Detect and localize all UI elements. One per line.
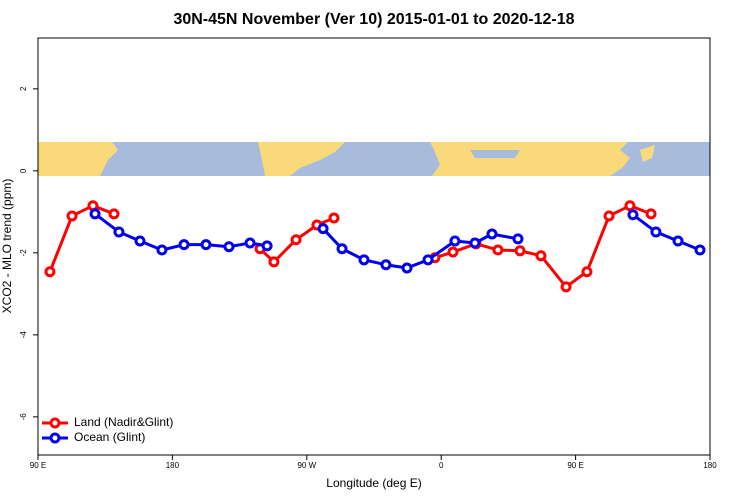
point	[422, 254, 434, 266]
point	[156, 244, 168, 256]
plot-frame	[37, 37, 711, 456]
series-line	[48, 204, 115, 273]
point	[469, 237, 481, 249]
point	[223, 241, 235, 253]
point	[261, 240, 273, 252]
point	[694, 244, 706, 256]
map-strip	[38, 142, 710, 176]
series-line	[434, 204, 652, 289]
point	[512, 233, 524, 245]
x-tick-label: 90 W	[297, 461, 316, 470]
legend-marker	[49, 432, 61, 444]
y-tick-label: 0	[19, 168, 28, 173]
point	[627, 209, 639, 221]
point	[108, 208, 120, 220]
legend-label: Ocean (Glint)	[74, 430, 145, 444]
point	[200, 239, 212, 251]
legend-label: Land (Nadir&Glint)	[74, 415, 173, 429]
x-tick-label: 180	[703, 461, 717, 470]
legend-marker	[49, 417, 61, 429]
point	[650, 226, 662, 238]
point	[449, 235, 461, 247]
point	[113, 226, 125, 238]
x-tick-label: 0	[439, 461, 444, 470]
point	[290, 234, 302, 246]
point	[624, 200, 636, 212]
point	[134, 235, 146, 247]
point	[66, 210, 78, 222]
y-tick-label: -4	[19, 331, 28, 339]
x-tick-label: 90 E	[567, 461, 583, 470]
x-tick-label: 180	[166, 461, 180, 470]
point	[89, 208, 101, 220]
point	[581, 266, 593, 278]
point	[447, 246, 459, 258]
point	[336, 243, 348, 255]
point	[535, 250, 547, 262]
chart-title: 30N-45N November (Ver 10) 2015-01-01 to …	[173, 11, 574, 28]
y-tick-label: 2	[19, 86, 28, 91]
series-line	[632, 213, 701, 252]
point	[514, 245, 526, 257]
point	[268, 256, 280, 268]
point	[317, 223, 329, 235]
y-axis-label: XCO2 - MLO trend (ppm)	[0, 179, 14, 314]
point	[380, 259, 392, 271]
point	[358, 254, 370, 266]
point	[178, 239, 190, 251]
point	[603, 210, 615, 222]
point	[328, 212, 340, 224]
point	[486, 228, 498, 240]
x-axis-label: Longitude (deg E)	[326, 476, 421, 490]
series-line	[321, 227, 519, 270]
point	[44, 266, 56, 278]
point	[244, 237, 256, 249]
x-tick-label: 90 E	[30, 461, 46, 470]
point	[672, 235, 684, 247]
y-tick-label: -2	[19, 249, 28, 257]
y-tick-label: -6	[19, 413, 28, 421]
point	[645, 208, 657, 220]
point	[401, 262, 413, 274]
point	[560, 281, 572, 293]
point	[492, 244, 504, 256]
